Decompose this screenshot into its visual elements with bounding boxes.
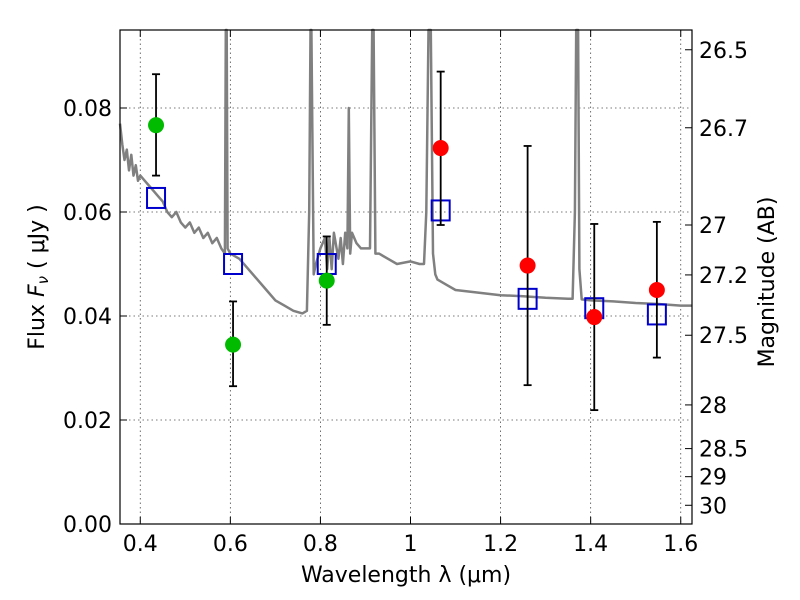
magnitude-tick-label: 28 <box>699 394 727 419</box>
x-axis-label: Wavelength λ (μm) <box>301 563 511 588</box>
y-tick-label: 0.08 <box>63 97 112 122</box>
observed-flux-point <box>432 140 449 157</box>
ticks-layer: 0.4 0.6 0.8 1 1.2 1.4 1.6 0.00 0.02 0.04 0.06 0.08 2… <box>63 30 748 557</box>
magnitude-tick-label: 27 <box>699 214 727 239</box>
observed-flux-point <box>148 117 165 134</box>
y-tick-label: 0.00 <box>63 513 112 538</box>
x-tick-label: 1.2 <box>483 532 518 557</box>
y-axis-label-symbol: F <box>25 284 50 297</box>
y-axis-label-subscript: ν <box>34 276 52 284</box>
observed-flux-point <box>519 257 536 274</box>
model-flux-square <box>223 253 244 275</box>
magnitude-tick-label: 26.5 <box>699 39 748 64</box>
spectrum-layer <box>118 28 692 315</box>
magnitude-tick-label: 28.5 <box>699 438 748 463</box>
model-spectrum-line <box>118 28 692 315</box>
magnitude-tick-label: 29 <box>699 466 727 491</box>
y-tick-label: 0.04 <box>63 305 112 330</box>
y-axis-label: Flux Fν ( μJy ) <box>25 204 52 349</box>
model-flux-square <box>146 186 167 209</box>
observed-flux-point <box>648 282 665 298</box>
plot-frame <box>119 29 693 525</box>
magnitude-tick-label: 26.7 <box>699 117 748 142</box>
x-tick-label: 1.4 <box>573 532 608 557</box>
magnitude-tick-label: 30 <box>699 494 727 519</box>
x-tick-label: 1 <box>404 532 418 557</box>
magnitude-tick-label: 27.5 <box>699 324 748 349</box>
y-tick-label: 0.06 <box>63 201 112 226</box>
y-axis-label-prefix: Flux <box>25 297 50 350</box>
x-tick-label: 0.8 <box>303 532 338 557</box>
x-tick-label: 1.6 <box>663 532 698 557</box>
observed-flux-point <box>225 336 242 353</box>
observed-flux-point <box>586 309 603 326</box>
right-axis-label: Magnitude (AB) <box>755 197 780 368</box>
magnitude-tick-label: 27.2 <box>699 264 748 289</box>
y-axis-label-suffix: ( μJy ) <box>25 204 50 276</box>
points-layer <box>146 70 667 412</box>
x-tick-label: 0.6 <box>213 532 248 557</box>
x-tick-label: 0.4 <box>123 532 158 557</box>
y-tick-label: 0.02 <box>63 409 112 434</box>
grid-layer <box>120 30 692 525</box>
observed-flux-point <box>318 272 335 289</box>
